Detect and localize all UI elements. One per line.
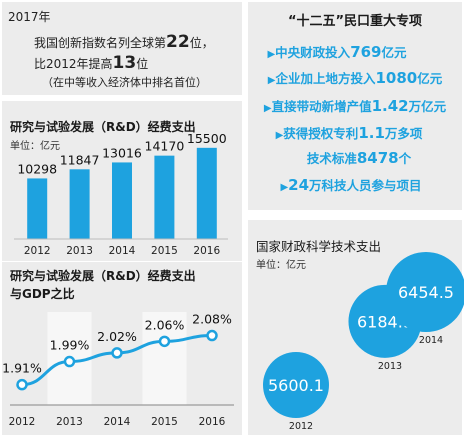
point-value-label: 1.99% [50, 338, 90, 353]
headline-line2-pre: 比2012年提高 [34, 57, 113, 71]
headline-line1: 我国创新指数名列全球第22位， [34, 32, 214, 52]
x-tick-label: 2013 [56, 416, 83, 428]
headline-line1-post: 位， [189, 36, 214, 50]
point-value-label: 2.08% [192, 312, 232, 327]
bar [196, 147, 217, 239]
rd-chart-title: 研究与试验发展（R&D）经费支出 [10, 120, 196, 134]
plan-item-1: ▶中央财政投入769亿元 [267, 43, 407, 61]
point-value-label: 2.06% [145, 317, 185, 332]
plan-item-5: 技术标准8478个 [306, 149, 412, 167]
bubble-year-label: 2013 [378, 361, 402, 372]
plan-item-6: ▶24万科技人员参与项目 [280, 176, 422, 194]
bar-value-label: 13016 [102, 145, 142, 160]
rd-gdp-ratio-panel: 1.91% 2012 1.99% 2013 2.02% 2014 2.06% 2015 2.08… [2, 262, 242, 435]
arrow-icon: ▶ [267, 49, 276, 60]
bubble-year-label: 2012 [289, 421, 313, 432]
point-value-label: 1.91% [2, 361, 42, 376]
x-tick-label: 2012 [24, 245, 51, 257]
headline-line2: 比2012年提高13位 [34, 53, 148, 73]
arrow-icon: ▶ [280, 182, 289, 193]
bar [27, 178, 48, 239]
fiscal-chart-title: 国家财政科学技术支出 [256, 239, 382, 254]
x-tick-label: 2014 [104, 416, 131, 428]
bubble-year-label: 2014 [419, 335, 443, 346]
column-band [142, 312, 187, 405]
data-point [158, 335, 171, 348]
bar [69, 169, 90, 239]
bar-value-label: 14170 [145, 139, 185, 154]
rd-expenditure-panel: 研究与试验发展（R&D）经费支出 单位：亿元 10298 2012 11847 201… [2, 101, 242, 261]
arrow-icon: ▶ [267, 75, 276, 86]
data-point [111, 347, 123, 359]
fiscal-st-panel: 国家财政科学技术支出 单位：亿元 5600.1 2012 6184.9 2013 645… [248, 220, 464, 435]
bar-value-label: 10298 [17, 161, 57, 176]
bubble-value-label: 5600.1 [268, 376, 324, 395]
plan-item-4: ▶获得授权专利1.1万多项 [275, 124, 423, 142]
x-tick-label: 2014 [109, 245, 136, 257]
x-tick-label: 2016 [199, 416, 226, 428]
arrow-icon: ▶ [263, 103, 272, 114]
headline-line1-pre: 我国创新指数名列全球第 [34, 36, 167, 50]
x-tick-label: 2012 [9, 416, 36, 428]
headline-rank: 22 [166, 32, 190, 52]
headline-line2-post: 位 [136, 57, 149, 71]
arrow-icon: ▶ [275, 130, 284, 141]
value-bubble [263, 352, 329, 418]
fiscal-chart-unit: 单位：亿元 [256, 260, 306, 271]
ratio-chart-title-1: 研究与试验发展（R&D）经费支出 [10, 269, 196, 283]
ratio-chart-title-2: 与GDP之比 [10, 287, 75, 301]
headline-improvement: 13 [112, 53, 137, 73]
bubble-value-label: 6454.5 [398, 283, 454, 302]
point-value-label: 2.02% [97, 329, 137, 344]
plan-item-2: ▶企业加上地方投入1080亿元 [267, 69, 443, 87]
data-point [63, 355, 76, 368]
headline-panel: 2017年 我国创新指数名列全球第22位， 比2012年提高13位 （在中等收入… [2, 2, 242, 95]
data-point [206, 329, 218, 342]
rd-bar-chart: 10298 2012 11847 2013 13016 2014 14170 2015 1550… [14, 131, 228, 257]
headline-year: 2017年 [8, 10, 51, 24]
bar-value-label: 11847 [60, 152, 100, 167]
x-tick-label: 2013 [66, 245, 93, 257]
value-bubble [386, 252, 464, 332]
x-tick-label: 2016 [193, 245, 220, 257]
x-tick-label: 2015 [151, 245, 178, 257]
data-point [16, 378, 28, 391]
rd-chart-unit: 单位：亿元 [10, 141, 60, 152]
bar-value-label: 15500 [187, 131, 227, 146]
plan-title: “十二五”民口重大专项 [287, 14, 423, 29]
bar [112, 162, 132, 239]
headline-note: （在中等收入经济体中排名首位） [42, 76, 207, 89]
plan-item-3: ▶直接带动新增产值1.42万亿元 [263, 97, 447, 115]
major-projects-panel: “十二五”民口重大专项 ▶中央财政投入769亿元 ▶企业加上地方投入1080亿元… [248, 2, 462, 210]
x-tick-label: 2015 [151, 416, 178, 428]
rd-gdp-line-chart: 1.91% 2012 1.99% 2013 2.02% 2014 2.06% 2015 2.08… [2, 312, 234, 428]
bar [154, 155, 175, 239]
